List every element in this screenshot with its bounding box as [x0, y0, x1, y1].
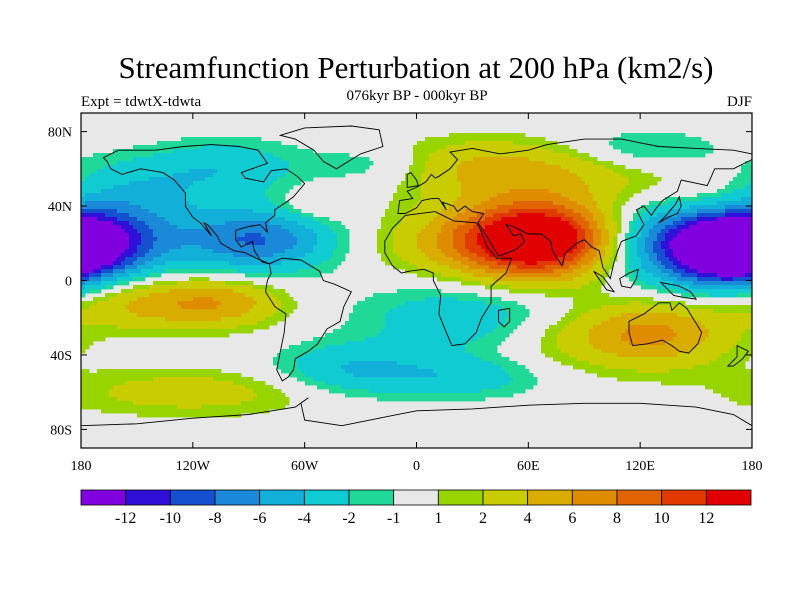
colorbar-box	[80, 489, 127, 506]
colorbar-label: -4	[298, 510, 311, 527]
coastlines	[81, 125, 752, 427]
colorbar-label: -6	[253, 510, 266, 527]
lon-tick-label: 60W	[291, 459, 319, 474]
colorbar-box	[705, 489, 752, 506]
colorbar-box	[259, 489, 305, 506]
experiment-label: Expt = tdwtX-tdwta	[81, 94, 202, 110]
colorbar-box	[616, 489, 663, 506]
lon-tick-label: 120E	[625, 459, 655, 474]
colorbar-box	[125, 489, 171, 506]
north-america-coast	[102, 144, 306, 265]
australia-coast	[628, 302, 703, 354]
colorbar-box	[527, 489, 573, 506]
greenland-coast	[278, 125, 384, 170]
lat-tick-label: 80N	[48, 126, 72, 141]
lon-tick-label: 180	[742, 459, 763, 474]
lon-tick-label: 60E	[517, 459, 540, 474]
colorbar-box	[303, 489, 350, 506]
colorbar-box	[169, 489, 216, 506]
borneo-coast	[619, 268, 639, 289]
lat-tick-label: 80S	[50, 423, 72, 438]
plot-title: Streamfunction Perturbation at 200 hPa (…	[118, 50, 714, 85]
lat-tick-label: 0	[65, 275, 72, 290]
colorbar-box	[348, 489, 395, 506]
colorbar-box	[393, 489, 439, 506]
map-axes: 180 120W 60W 0 60E 120E 180 80N 40N 0 40S 80S	[48, 113, 763, 474]
lon-tick-label: 0	[413, 459, 420, 474]
colorbar-label: -1	[387, 510, 400, 527]
colorbar-label: -10	[160, 510, 181, 527]
madagascar-coast	[498, 307, 511, 328]
lat-tick-label: 40S	[50, 349, 72, 364]
africa-coast	[384, 211, 513, 347]
uk-coast	[406, 172, 419, 188]
colorbar-label: 8	[613, 510, 621, 527]
colorbar-label: -12	[115, 510, 136, 527]
colorbar-box	[482, 489, 529, 506]
colorbar-box	[571, 489, 618, 506]
colorbar-label: 1	[434, 510, 442, 527]
lon-tick-label: 120W	[176, 459, 211, 474]
colorbar-label: 12	[698, 510, 714, 527]
season-label: DJF	[726, 94, 752, 110]
japan-coast	[658, 195, 682, 224]
colorbar-box	[437, 489, 484, 506]
south-america-coast	[265, 257, 352, 382]
new-guinea-coast	[659, 281, 698, 300]
colorbar-label: 10	[654, 510, 670, 527]
lat-tick-label: 40N	[48, 200, 72, 215]
colorbar: -12 -10 -8 -6 -4 -2 -1 1 2 4 6 8 10 12	[80, 489, 752, 527]
plot-subtitle: 076kyr BP - 000kyr BP	[346, 88, 488, 104]
sumatra-coast	[593, 270, 616, 293]
antarctica-coast	[81, 397, 752, 427]
colorbar-label: -8	[208, 510, 221, 527]
colorbar-box	[214, 489, 261, 506]
colorbar-label: 6	[568, 510, 576, 527]
eurasia-coast	[397, 138, 752, 280]
colorbar-label: 2	[479, 510, 487, 527]
colorbar-label: 4	[524, 510, 532, 527]
streamfunction-field	[81, 113, 752, 448]
lon-tick-label: 180	[71, 459, 92, 474]
colorbar-label: -2	[342, 510, 355, 527]
colorbar-box	[661, 489, 707, 506]
new-zealand-coast	[726, 344, 749, 367]
